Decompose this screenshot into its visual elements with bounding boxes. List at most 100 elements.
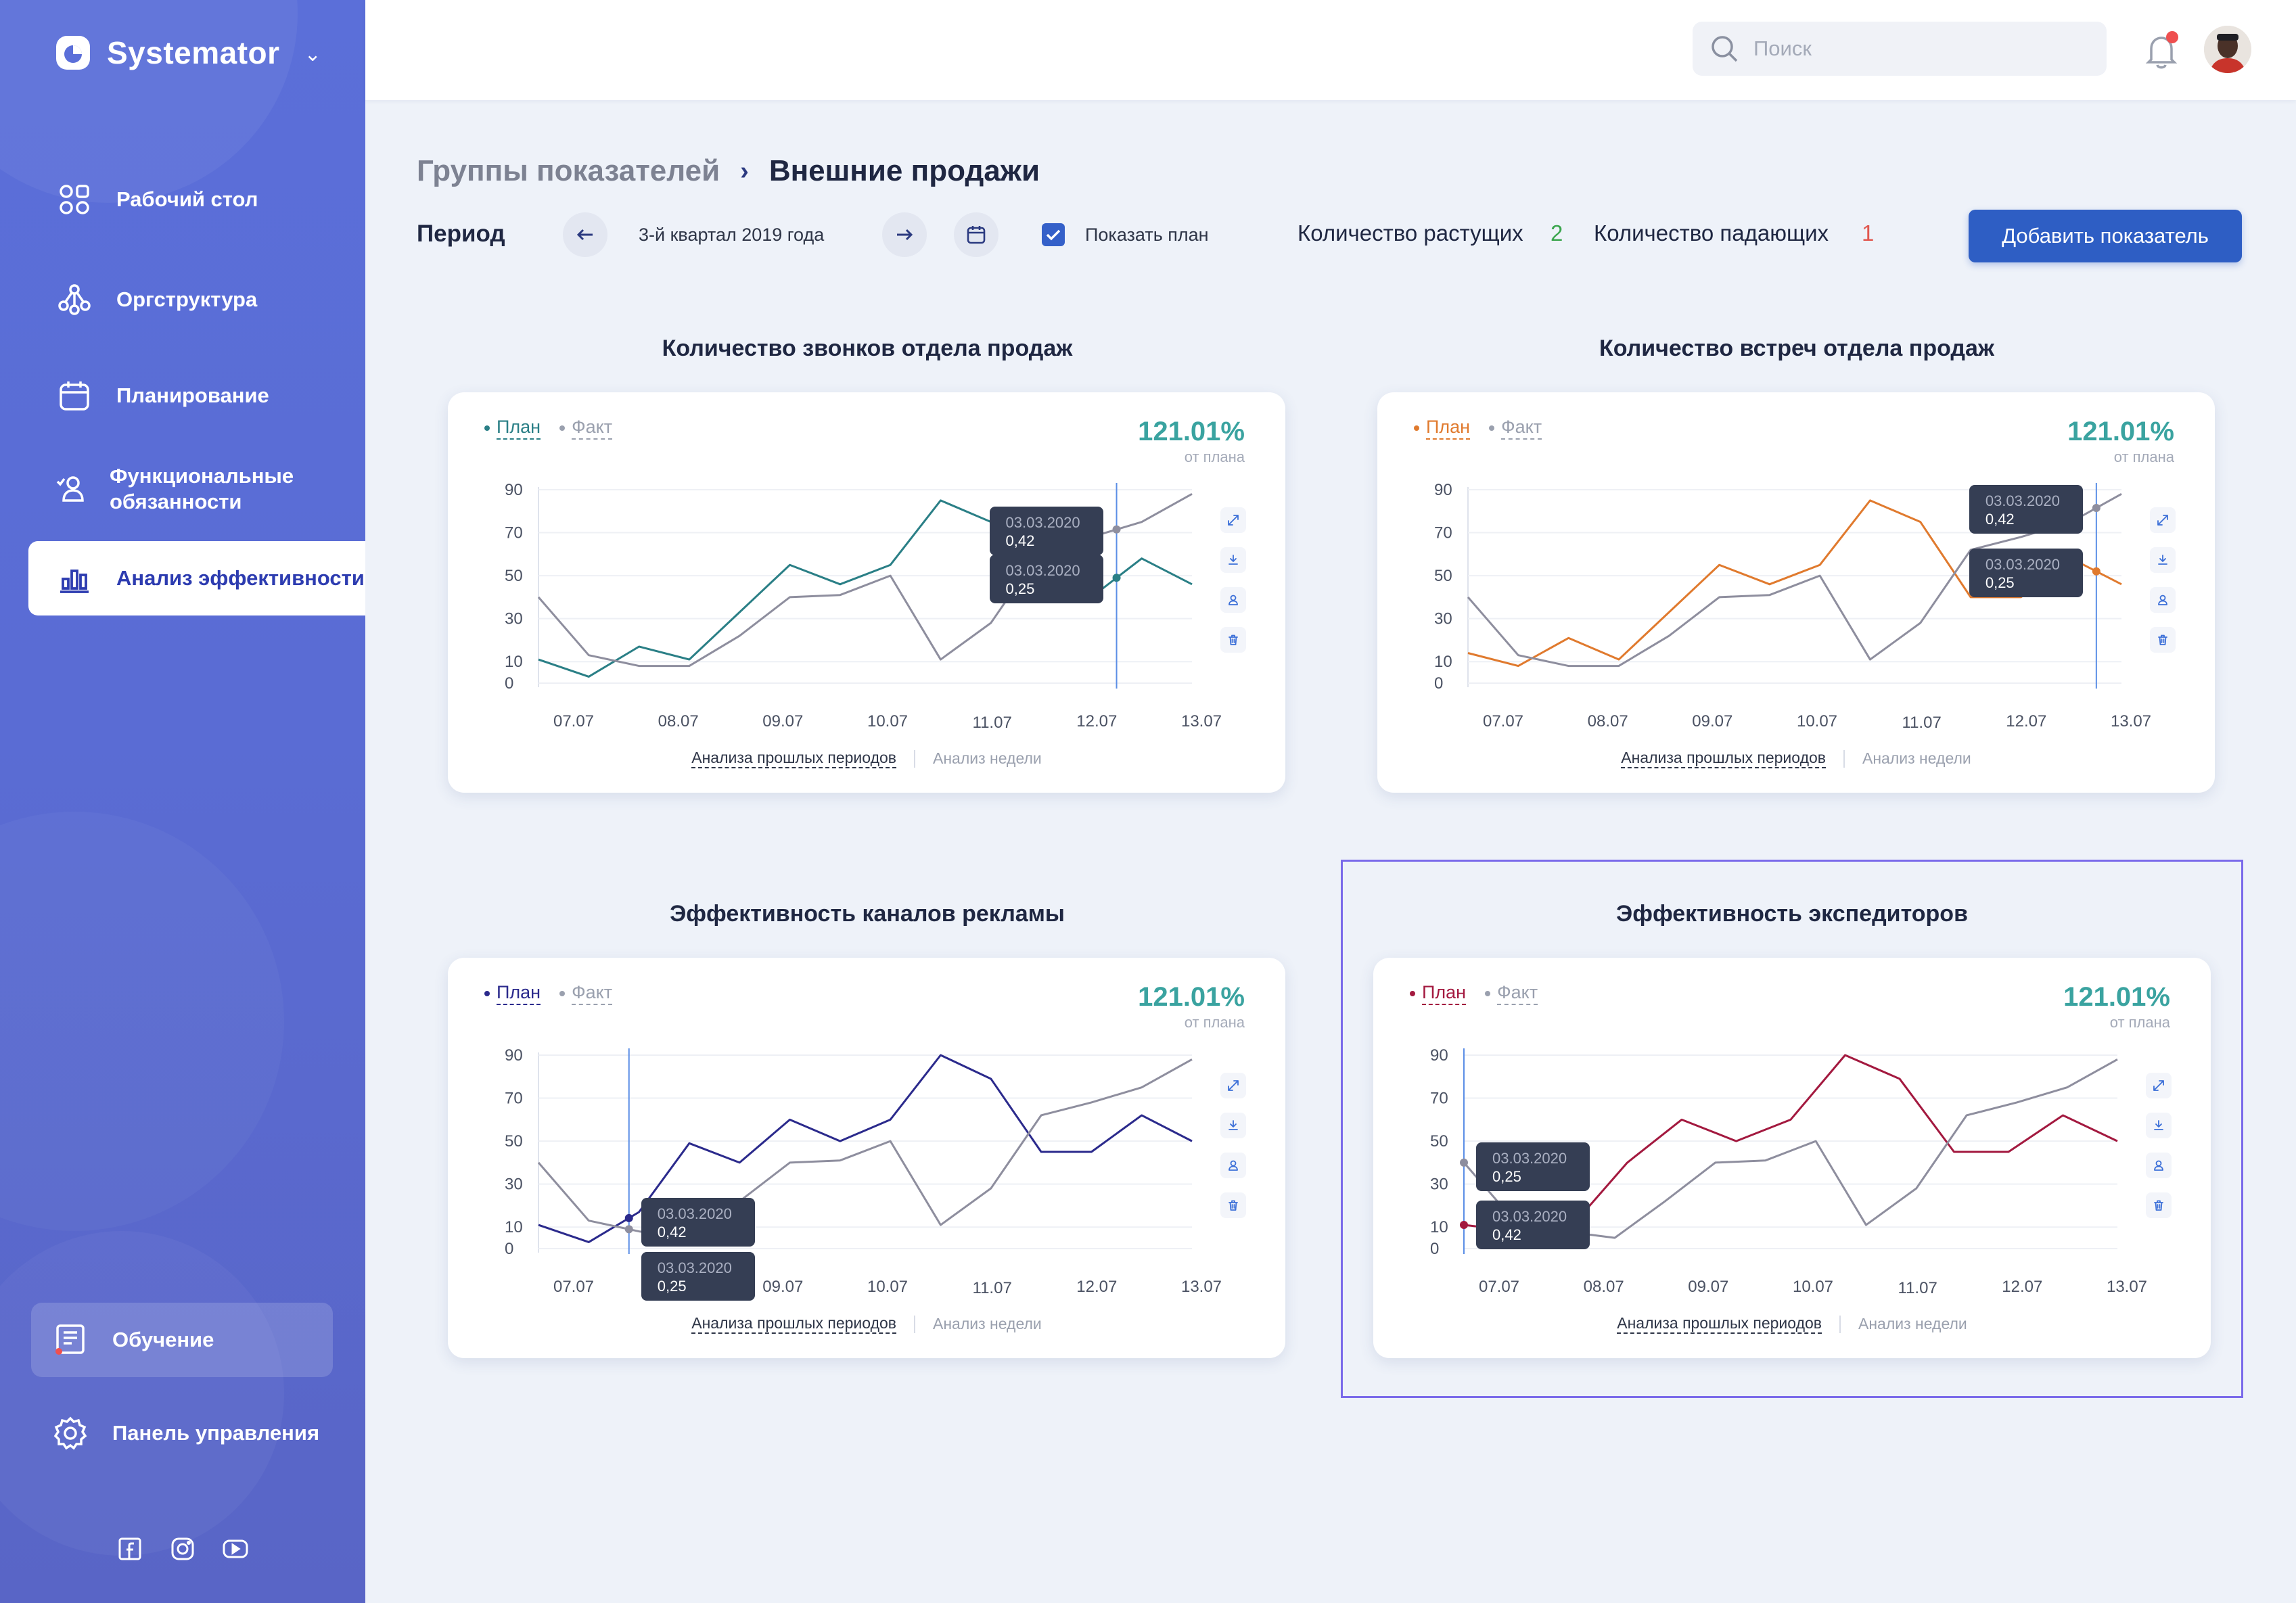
falling-count-label: Количество падающих bbox=[1594, 220, 1829, 246]
sidebar: Systemator ⌄ Рабочий стол Оргструктура П… bbox=[0, 0, 365, 1603]
chart-tabs: Анализа прошлых периодов Анализ недели bbox=[1377, 749, 2215, 768]
chart-legend: План Факт bbox=[484, 417, 613, 440]
breadcrumb-parent-link[interactable]: Группы показателей bbox=[417, 154, 720, 187]
fact-line bbox=[1467, 493, 2122, 668]
expand-icon[interactable] bbox=[1220, 507, 1246, 533]
search-box[interactable] bbox=[1693, 22, 2107, 76]
chart-tooltip: 03.03.2020 0,42 bbox=[641, 1197, 755, 1247]
y-tick-label: 30 bbox=[1434, 610, 1452, 628]
legend-plan-label: План bbox=[1426, 417, 1471, 440]
legend-fact[interactable]: Факт bbox=[559, 982, 613, 1005]
tab-past-periods[interactable]: Анализа прошлых периодов bbox=[691, 749, 896, 768]
prev-period-button[interactable] bbox=[563, 212, 607, 257]
x-tick-label: 11.07 bbox=[1902, 714, 1942, 732]
chart-tabs: Анализа прошлых периодов Анализ недели bbox=[448, 749, 1285, 768]
breadcrumb: Группы показателей › Внешние продажи bbox=[417, 154, 1040, 188]
chart-title: Количество звонков отдела продаж bbox=[662, 335, 1073, 361]
falling-count: 1 bbox=[1862, 220, 1875, 246]
tab-week-analysis[interactable]: Анализ недели bbox=[1862, 749, 1971, 767]
sidebar-item-planning[interactable]: Планирование bbox=[28, 375, 365, 417]
x-tick-label: 12.07 bbox=[2002, 1278, 2042, 1296]
avatar[interactable] bbox=[2204, 26, 2251, 73]
x-tick-label: 10.07 bbox=[867, 712, 908, 730]
user-icon[interactable] bbox=[2150, 587, 2176, 613]
trash-icon[interactable] bbox=[1220, 1192, 1246, 1218]
chart-title: Количество встреч отдела продаж bbox=[1599, 335, 1995, 361]
search-input[interactable] bbox=[1752, 36, 2093, 62]
fact-line bbox=[537, 1059, 1193, 1239]
y-tick-label: 0 bbox=[505, 674, 513, 693]
y-tick-label: 10 bbox=[1434, 653, 1452, 671]
instagram-icon[interactable] bbox=[169, 1535, 196, 1562]
legend-plan[interactable]: План bbox=[1410, 982, 1467, 1005]
sidebar-item-analysis[interactable]: Анализ эффективности bbox=[28, 541, 365, 615]
trash-icon[interactable] bbox=[1220, 627, 1246, 653]
legend-fact[interactable]: Факт bbox=[1485, 982, 1538, 1005]
y-tick-label: 70 bbox=[505, 1090, 523, 1108]
youtube-icon[interactable] bbox=[222, 1535, 249, 1562]
tab-past-periods[interactable]: Анализа прошлых периодов bbox=[691, 1314, 896, 1334]
chart-legend: План Факт bbox=[484, 982, 613, 1005]
trash-icon[interactable] bbox=[2150, 627, 2176, 653]
plan-point bbox=[1460, 1221, 1468, 1230]
trash-icon[interactable] bbox=[2146, 1192, 2172, 1218]
tab-past-periods[interactable]: Анализа прошлых периодов bbox=[1621, 749, 1826, 768]
y-tick-label: 50 bbox=[1434, 567, 1452, 585]
download-icon[interactable] bbox=[2146, 1113, 2172, 1138]
sidebar-item-learning[interactable]: Обучение bbox=[31, 1303, 333, 1377]
y-tick-label: 30 bbox=[505, 610, 523, 628]
chevron-down-icon[interactable]: ⌄ bbox=[304, 43, 321, 66]
tooltip-date: 03.03.2020 bbox=[1005, 513, 1080, 531]
legend-plan[interactable]: План bbox=[1414, 417, 1471, 440]
plan-percent: 121.01% от плана bbox=[2067, 417, 2174, 466]
download-icon[interactable] bbox=[1220, 1113, 1246, 1138]
plan-percent: 121.01% от плана bbox=[1138, 982, 1245, 1031]
sidebar-item-org-structure[interactable]: Оргструктура bbox=[28, 279, 365, 321]
add-indicator-button[interactable]: Добавить показатель bbox=[1969, 210, 2242, 262]
x-tick-label: 07.07 bbox=[553, 1278, 594, 1296]
sidebar-item-control-panel[interactable]: Панель управления bbox=[31, 1396, 333, 1470]
sidebar-item-dashboard[interactable]: Рабочий стол bbox=[28, 179, 365, 220]
y-tick-label: 0 bbox=[505, 1240, 513, 1258]
chart-tooltip: 03.03.2020 0,42 bbox=[989, 506, 1103, 555]
tab-week-analysis[interactable]: Анализ недели bbox=[933, 749, 1042, 767]
download-icon[interactable] bbox=[2150, 547, 2176, 573]
book-icon bbox=[51, 1321, 89, 1359]
legend-fact-label: Факт bbox=[1501, 417, 1542, 440]
tab-week-analysis[interactable]: Анализ недели bbox=[933, 1315, 1042, 1332]
tab-past-periods[interactable]: Анализа прошлых периодов bbox=[1617, 1314, 1822, 1334]
chart-toolbar bbox=[2146, 1073, 2172, 1218]
tab-week-analysis[interactable]: Анализ недели bbox=[1858, 1315, 1967, 1332]
user-icon[interactable] bbox=[1220, 1153, 1246, 1178]
legend-fact[interactable]: Факт bbox=[559, 417, 613, 440]
expand-icon[interactable] bbox=[2150, 507, 2176, 533]
notifications-bell-icon[interactable] bbox=[2143, 31, 2180, 72]
show-plan-checkbox[interactable] bbox=[1042, 223, 1065, 246]
expand-icon[interactable] bbox=[2146, 1073, 2172, 1098]
gear-icon bbox=[51, 1414, 89, 1452]
legend-plan[interactable]: План bbox=[484, 982, 541, 1005]
x-tick-label: 10.07 bbox=[1793, 1278, 1833, 1296]
next-period-button[interactable] bbox=[882, 212, 927, 257]
legend-plan[interactable]: План bbox=[484, 417, 541, 440]
legend-fact[interactable]: Факт bbox=[1489, 417, 1542, 440]
tooltip-date: 03.03.2020 bbox=[1492, 1149, 1567, 1167]
download-icon[interactable] bbox=[1220, 547, 1246, 573]
x-tick-label: 11.07 bbox=[1898, 1279, 1937, 1297]
show-plan-label[interactable]: Показать план bbox=[1085, 225, 1209, 245]
growing-count: 2 bbox=[1551, 220, 1563, 246]
app-logo[interactable]: Systemator ⌄ bbox=[54, 34, 321, 72]
tab-divider bbox=[1843, 749, 1845, 768]
expand-icon[interactable] bbox=[1220, 1073, 1246, 1098]
chart-tabs: Анализа прошлых периодов Анализ недели bbox=[448, 1314, 1285, 1334]
user-icon[interactable] bbox=[2146, 1153, 2172, 1178]
user-icon[interactable] bbox=[1220, 587, 1246, 613]
calendar-button[interactable] bbox=[954, 212, 998, 257]
chart-tooltip: 03.03.2020 0,42 bbox=[1476, 1201, 1590, 1250]
x-tick-label: 12.07 bbox=[1076, 1278, 1117, 1296]
legend-fact-dot bbox=[1485, 991, 1491, 996]
user-duties-icon bbox=[54, 469, 88, 509]
legend-plan-dot bbox=[484, 425, 490, 431]
facebook-icon[interactable] bbox=[116, 1535, 143, 1562]
sidebar-item-duties[interactable]: Функциональные обязанности bbox=[28, 460, 365, 518]
